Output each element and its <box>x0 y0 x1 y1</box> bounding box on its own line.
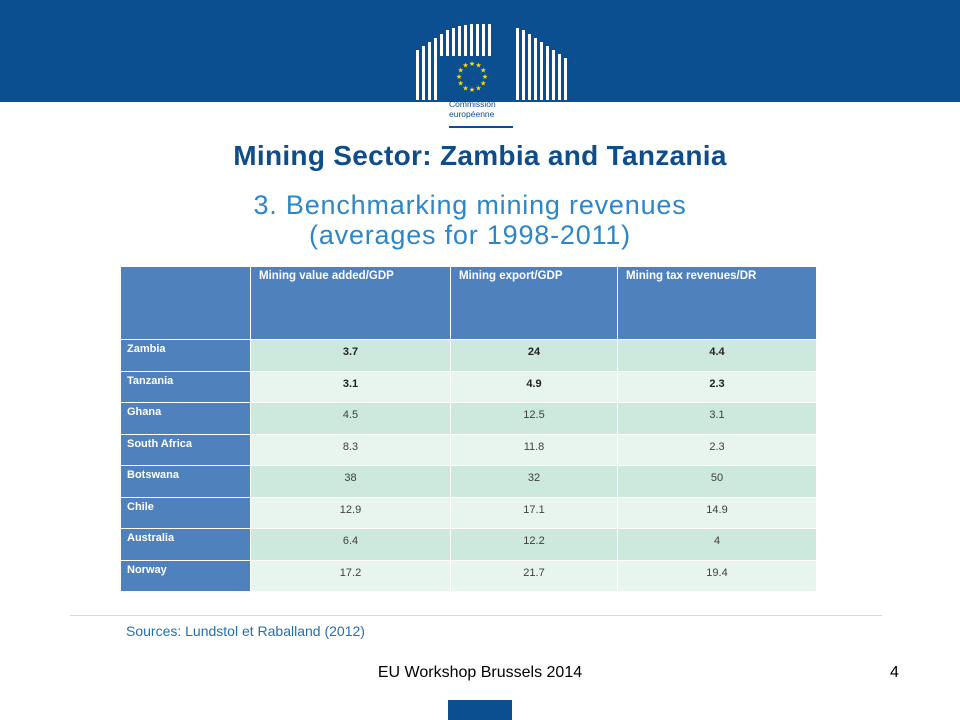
value-cell: 17.1 <box>450 496 618 529</box>
eu-flag-icon: ★ ★ ★ ★ ★ ★ ★ ★ ★ ★ ★ ★ <box>444 56 500 96</box>
country-cell: Zambia <box>120 339 251 372</box>
mining-revenues-table: Mining value added/GDP Mining export/GDP… <box>120 266 817 592</box>
table-row: Ghana 4.5 12.5 3.1 <box>120 402 817 435</box>
value-cell: 8.3 <box>250 433 451 466</box>
country-cell: Chile <box>120 496 251 529</box>
svg-text:★: ★ <box>458 67 464 75</box>
value-cell: 21.7 <box>450 559 618 592</box>
value-cell: 32 <box>450 465 618 498</box>
table-row: Chile 12.9 17.1 14.9 <box>120 496 817 529</box>
subtitle-line-2: (averages for 1998-2011) <box>309 220 631 250</box>
svg-text:★: ★ <box>458 80 464 88</box>
column-header: Mining value added/GDP <box>250 266 451 340</box>
value-cell: 3.7 <box>250 339 451 372</box>
value-cell: 12.5 <box>450 402 618 435</box>
value-cell: 3.1 <box>617 402 817 435</box>
commission-label: Commission européenne <box>449 99 559 119</box>
value-cell: 11.8 <box>450 433 618 466</box>
value-cell: 12.2 <box>450 528 618 561</box>
value-cell: 4.5 <box>250 402 451 435</box>
berlaymont-building-icon <box>416 24 567 100</box>
value-cell: 24 <box>450 339 618 372</box>
value-cell: 4.9 <box>450 370 618 403</box>
svg-text:★: ★ <box>469 60 475 68</box>
subtitle-line-1: 3. Benchmarking mining revenues <box>253 190 687 220</box>
column-header: Mining export/GDP <box>450 266 618 340</box>
slide-subtitle: 3. Benchmarking mining revenues (average… <box>150 190 790 250</box>
svg-text:★: ★ <box>462 62 468 70</box>
sources-note: Sources: Lundstol et Raballand (2012) <box>126 623 365 639</box>
table-row: Zambia 3.7 24 4.4 <box>120 339 817 372</box>
table-row: South Africa 8.3 11.8 2.3 <box>120 433 817 466</box>
country-cell: South Africa <box>120 433 251 466</box>
country-cell: Tanzania <box>120 370 251 403</box>
value-cell: 17.2 <box>250 559 451 592</box>
svg-text:★: ★ <box>456 73 462 81</box>
svg-text:★: ★ <box>480 80 486 88</box>
value-cell: 2.3 <box>617 370 817 403</box>
european-commission-logo: ★ ★ ★ ★ ★ ★ ★ ★ ★ ★ ★ ★ Commission europ… <box>416 20 568 132</box>
slide-title: Mining Sector: Zambia and Tanzania <box>233 140 727 171</box>
value-cell: 38 <box>250 465 451 498</box>
svg-text:★: ★ <box>475 84 481 92</box>
column-header <box>120 266 251 340</box>
table-row: Botswana 38 32 50 <box>120 465 817 498</box>
table-row: Norway 17.2 21.7 19.4 <box>120 559 817 592</box>
table-header-row: Mining value added/GDP Mining export/GDP… <box>120 266 817 340</box>
value-cell: 50 <box>617 465 817 498</box>
page-number: 4 <box>890 664 899 681</box>
svg-text:★: ★ <box>462 84 468 92</box>
value-cell: 4 <box>617 528 817 561</box>
column-header: Mining tax revenues/DR <box>617 266 817 340</box>
logo-line-2: européenne <box>449 109 495 119</box>
table-row: Tanzania 3.1 4.9 2.3 <box>120 370 817 403</box>
value-cell: 14.9 <box>617 496 817 529</box>
svg-text:★: ★ <box>475 62 481 70</box>
value-cell: 3.1 <box>250 370 451 403</box>
country-cell: Ghana <box>120 402 251 435</box>
divider <box>70 615 882 616</box>
value-cell: 4.4 <box>617 339 817 372</box>
country-cell: Botswana <box>120 465 251 498</box>
table-row: Australia 6.4 12.2 4 <box>120 528 817 561</box>
footer-text: EU Workshop Brussels 2014 <box>377 664 583 681</box>
value-cell: 6.4 <box>250 528 451 561</box>
value-cell: 19.4 <box>617 559 817 592</box>
country-cell: Norway <box>120 559 251 592</box>
country-cell: Australia <box>120 528 251 561</box>
logo-line-1: Commission <box>449 99 496 109</box>
value-cell: 2.3 <box>617 433 817 466</box>
svg-text:★: ★ <box>469 86 475 94</box>
bottom-brand-tab <box>448 700 512 720</box>
svg-text:★: ★ <box>480 67 486 75</box>
svg-text:★: ★ <box>482 73 488 81</box>
logo-underline <box>449 126 513 128</box>
value-cell: 12.9 <box>250 496 451 529</box>
